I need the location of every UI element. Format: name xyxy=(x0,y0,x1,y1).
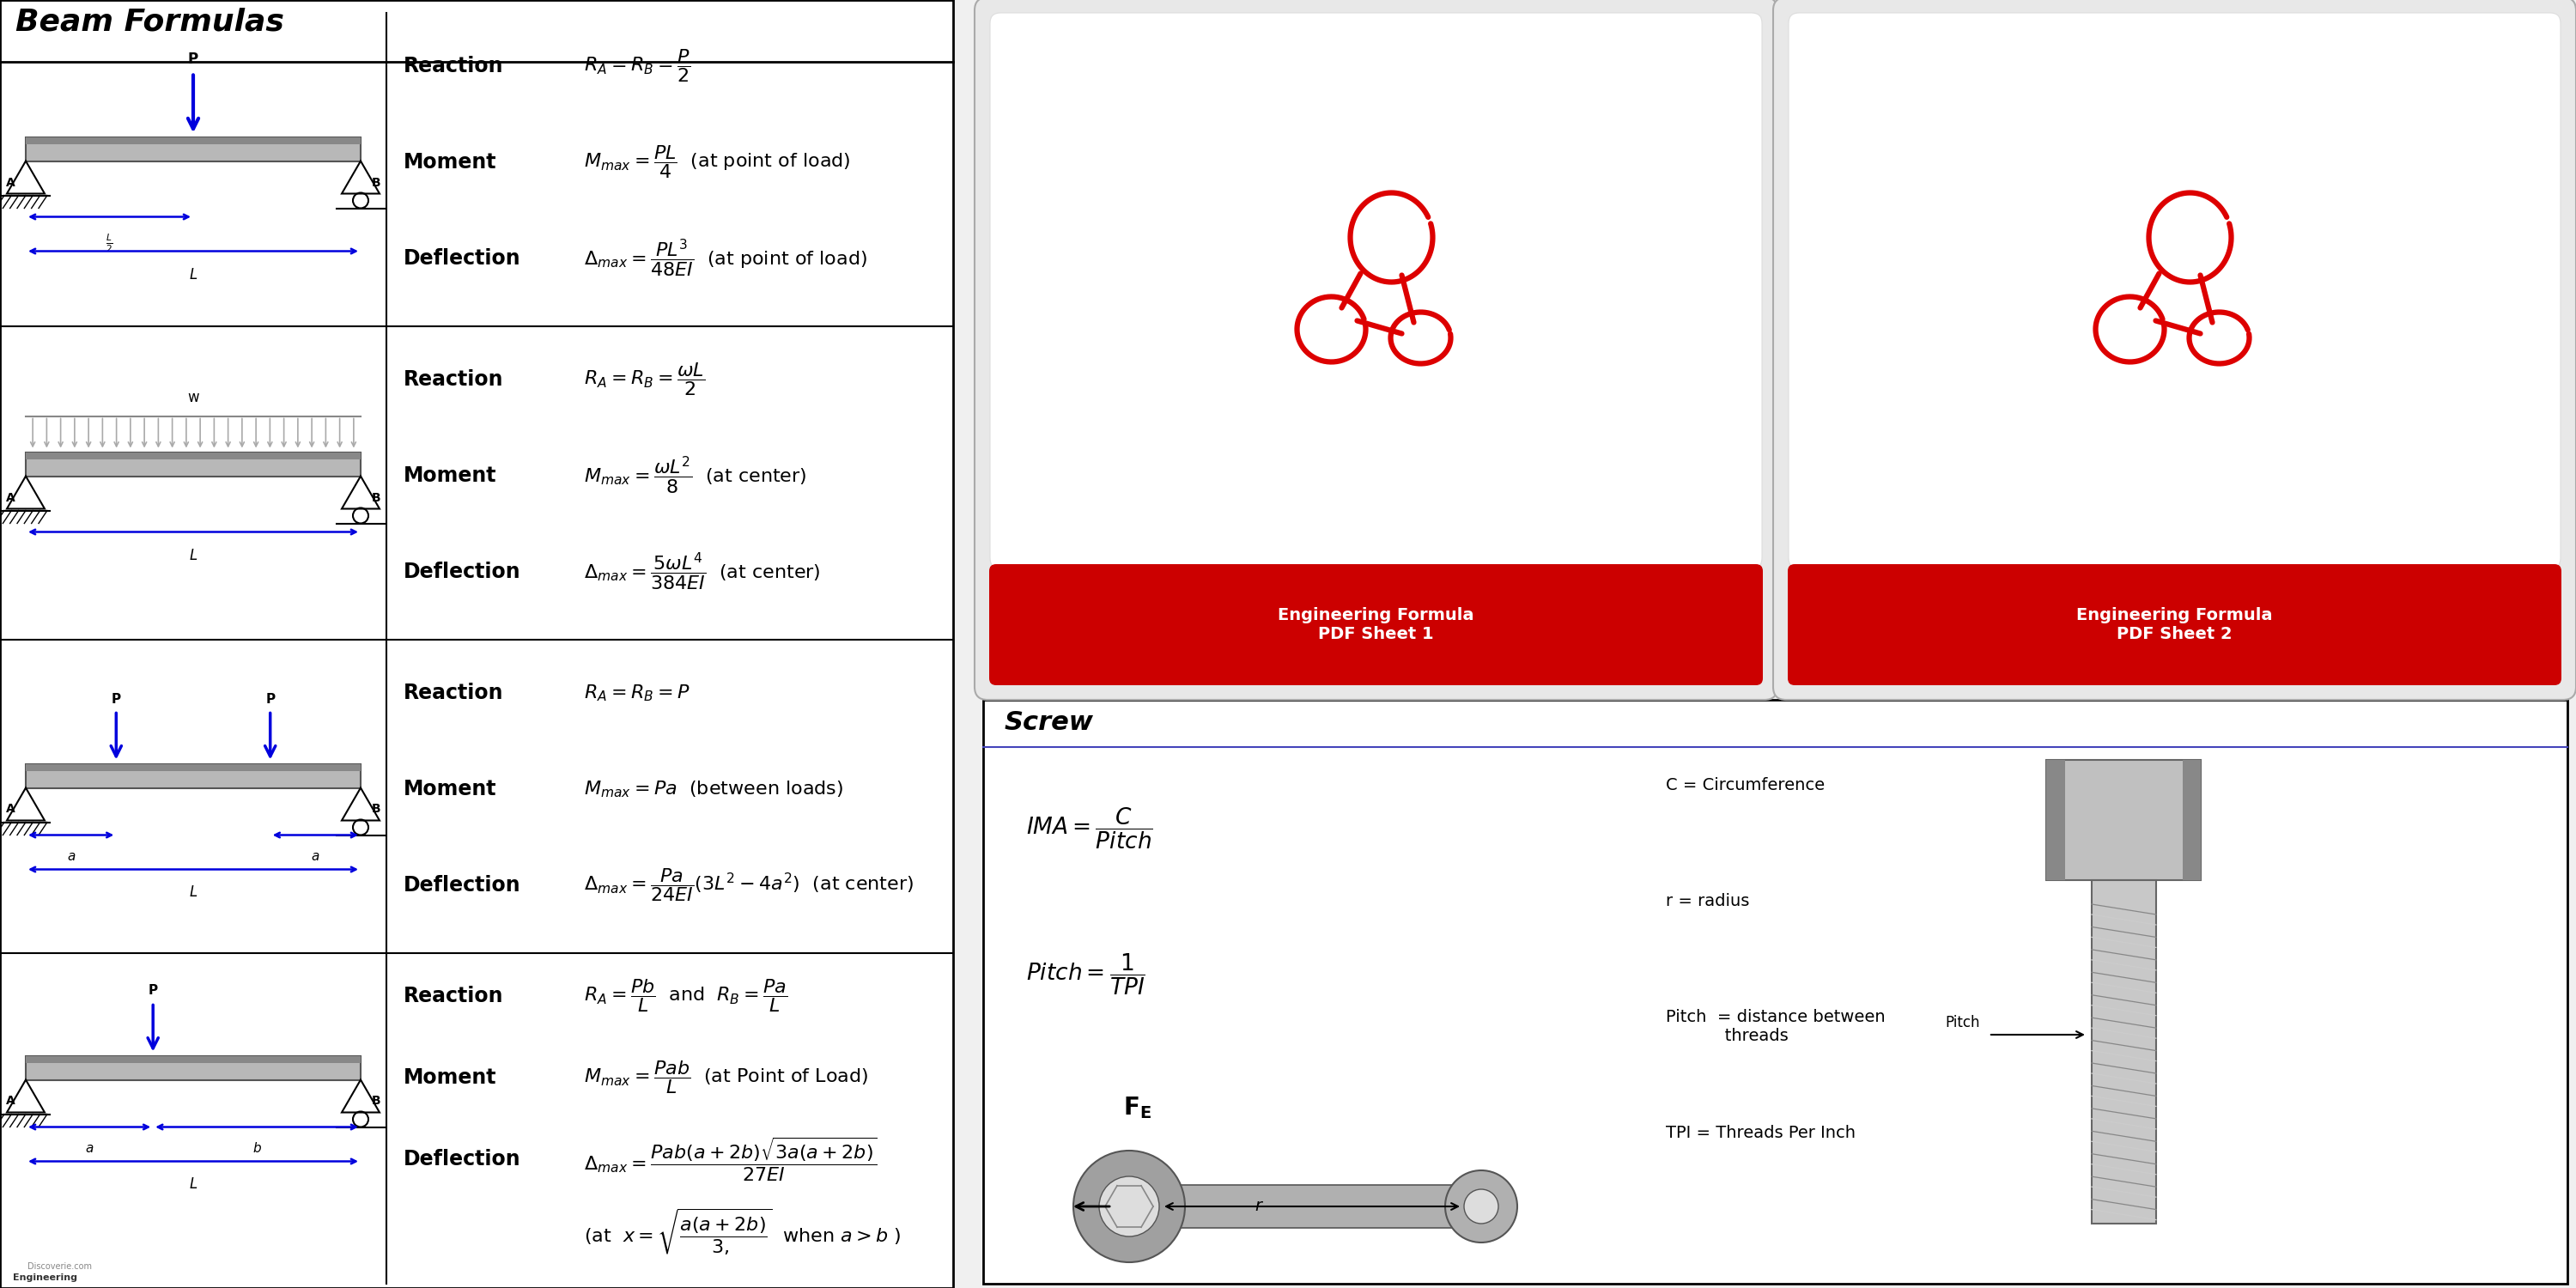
Bar xyxy=(26,452,361,477)
Bar xyxy=(26,764,361,772)
Text: $\frac{L}{2}$: $\frac{L}{2}$ xyxy=(106,232,113,254)
Text: Reaction: Reaction xyxy=(404,985,505,1006)
FancyBboxPatch shape xyxy=(1788,13,2561,568)
Text: a: a xyxy=(312,850,319,863)
Text: Screw: Screw xyxy=(1005,710,1095,735)
Text: $M_{max} = \dfrac{\omega L^2}{8}$  (at center): $M_{max} = \dfrac{\omega L^2}{8}$ (at ce… xyxy=(585,455,806,496)
Text: B: B xyxy=(371,804,381,815)
Text: P: P xyxy=(149,984,157,997)
Bar xyxy=(984,699,2568,1284)
Text: Engineering Formula
PDF Sheet 2: Engineering Formula PDF Sheet 2 xyxy=(2076,607,2272,643)
Text: w: w xyxy=(188,389,198,404)
Bar xyxy=(1113,1185,1455,1227)
Text: Deflection: Deflection xyxy=(404,562,520,582)
Text: Moment: Moment xyxy=(404,465,497,486)
Text: $\Delta_{max} = \dfrac{Pab(a+2b)\sqrt{3a(a+2b)}}{27EI}$: $\Delta_{max} = \dfrac{Pab(a+2b)\sqrt{3a… xyxy=(585,1136,878,1182)
Text: P: P xyxy=(265,693,276,706)
Text: A: A xyxy=(5,804,15,815)
Bar xyxy=(2092,880,2156,1224)
Text: L: L xyxy=(188,267,198,282)
Text: $\mathbf{F_E}$: $\mathbf{F_E}$ xyxy=(1123,1095,1151,1121)
Text: C = Circumference: C = Circumference xyxy=(1667,777,1824,793)
Text: Deflection: Deflection xyxy=(404,1149,520,1170)
Text: $M_{max} = \dfrac{PL}{4}$  (at point of load): $M_{max} = \dfrac{PL}{4}$ (at point of l… xyxy=(585,144,850,180)
Text: L: L xyxy=(188,1177,198,1193)
Text: B: B xyxy=(371,1095,381,1108)
Text: $R_A = R_B = P$: $R_A = R_B = P$ xyxy=(585,683,690,703)
Text: Reaction: Reaction xyxy=(404,55,505,76)
Text: $R_A = R_B = \dfrac{\omega L}{2}$: $R_A = R_B = \dfrac{\omega L}{2}$ xyxy=(585,361,706,398)
Text: $R_A = R_B = \dfrac{P}{2}$: $R_A = R_B = \dfrac{P}{2}$ xyxy=(585,48,690,85)
Circle shape xyxy=(1445,1171,1517,1243)
Text: Pitch: Pitch xyxy=(1945,1015,1981,1030)
Text: B: B xyxy=(371,492,381,504)
Bar xyxy=(26,452,361,460)
Text: P: P xyxy=(111,693,121,706)
Text: TPI = Threads Per Inch: TPI = Threads Per Inch xyxy=(1667,1124,1855,1141)
Bar xyxy=(26,137,361,161)
Text: $\Delta_{max} = \dfrac{Pa}{24EI}(3L^2-4a^2)$  (at center): $\Delta_{max} = \dfrac{Pa}{24EI}(3L^2-4a… xyxy=(585,867,914,904)
Text: $M_{max} = Pa$  (between loads): $M_{max} = Pa$ (between loads) xyxy=(585,779,842,800)
Text: Engineering: Engineering xyxy=(13,1274,77,1282)
Text: A: A xyxy=(5,492,15,504)
Text: Deflection: Deflection xyxy=(404,875,520,895)
Bar xyxy=(2182,760,2200,880)
FancyBboxPatch shape xyxy=(989,13,1762,568)
Bar xyxy=(2045,760,2200,880)
FancyBboxPatch shape xyxy=(1772,0,2576,699)
Text: (at  $x = \sqrt{\dfrac{a(a+2b)}{3,}}$  when $a > b$ ): (at $x = \sqrt{\dfrac{a(a+2b)}{3,}}$ whe… xyxy=(585,1207,902,1257)
Bar xyxy=(26,1056,361,1079)
Text: $IMA = \dfrac{C}{Pitch}$: $IMA = \dfrac{C}{Pitch}$ xyxy=(1025,806,1154,851)
Bar xyxy=(2045,760,2066,880)
Text: L: L xyxy=(188,885,198,900)
Bar xyxy=(974,0,2576,1288)
Text: Moment: Moment xyxy=(404,1068,497,1088)
Bar xyxy=(26,137,361,144)
Text: A: A xyxy=(5,1095,15,1108)
Text: Reaction: Reaction xyxy=(404,370,505,390)
Text: Deflection: Deflection xyxy=(404,249,520,269)
Text: Beam Formulas: Beam Formulas xyxy=(15,6,283,36)
FancyBboxPatch shape xyxy=(1788,564,2561,685)
Text: A: A xyxy=(5,176,15,188)
Text: $\Delta_{max} = \dfrac{PL^3}{48EI}$  (at point of load): $\Delta_{max} = \dfrac{PL^3}{48EI}$ (at … xyxy=(585,238,868,279)
Circle shape xyxy=(1100,1176,1159,1236)
Text: P: P xyxy=(188,52,198,67)
Circle shape xyxy=(1074,1150,1185,1262)
FancyBboxPatch shape xyxy=(974,0,1777,699)
Bar xyxy=(26,764,361,788)
Text: $R_A = \dfrac{Pb}{L}$  and  $R_B = \dfrac{Pa}{L}$: $R_A = \dfrac{Pb}{L}$ and $R_B = \dfrac{… xyxy=(585,978,788,1015)
Text: a: a xyxy=(67,850,75,863)
Text: r = radius: r = radius xyxy=(1667,893,1749,909)
Text: $\Delta_{max} = \dfrac{5\omega L^4}{384EI}$  (at center): $\Delta_{max} = \dfrac{5\omega L^4}{384E… xyxy=(585,551,822,592)
Text: a: a xyxy=(85,1142,93,1155)
Circle shape xyxy=(1463,1189,1499,1224)
Text: $Pitch = \dfrac{1}{TPI}$: $Pitch = \dfrac{1}{TPI}$ xyxy=(1025,952,1146,997)
Text: B: B xyxy=(371,176,381,188)
Text: Engineering Formula
PDF Sheet 1: Engineering Formula PDF Sheet 1 xyxy=(1278,607,1473,643)
Text: Pitch  = distance between
           threads: Pitch = distance between threads xyxy=(1667,1009,1886,1045)
Text: L: L xyxy=(188,547,198,563)
Text: b: b xyxy=(252,1142,260,1155)
Text: Moment: Moment xyxy=(404,779,497,800)
FancyBboxPatch shape xyxy=(989,564,1762,685)
Bar xyxy=(26,1056,361,1063)
Text: Reaction: Reaction xyxy=(404,683,505,703)
Text: Discoverie.com: Discoverie.com xyxy=(28,1262,93,1271)
Text: r: r xyxy=(1255,1198,1262,1215)
Text: Moment: Moment xyxy=(404,152,497,173)
Bar xyxy=(0,0,953,1288)
Text: $M_{max} = \dfrac{Pab}{L}$  (at Point of Load): $M_{max} = \dfrac{Pab}{L}$ (at Point of … xyxy=(585,1059,868,1096)
